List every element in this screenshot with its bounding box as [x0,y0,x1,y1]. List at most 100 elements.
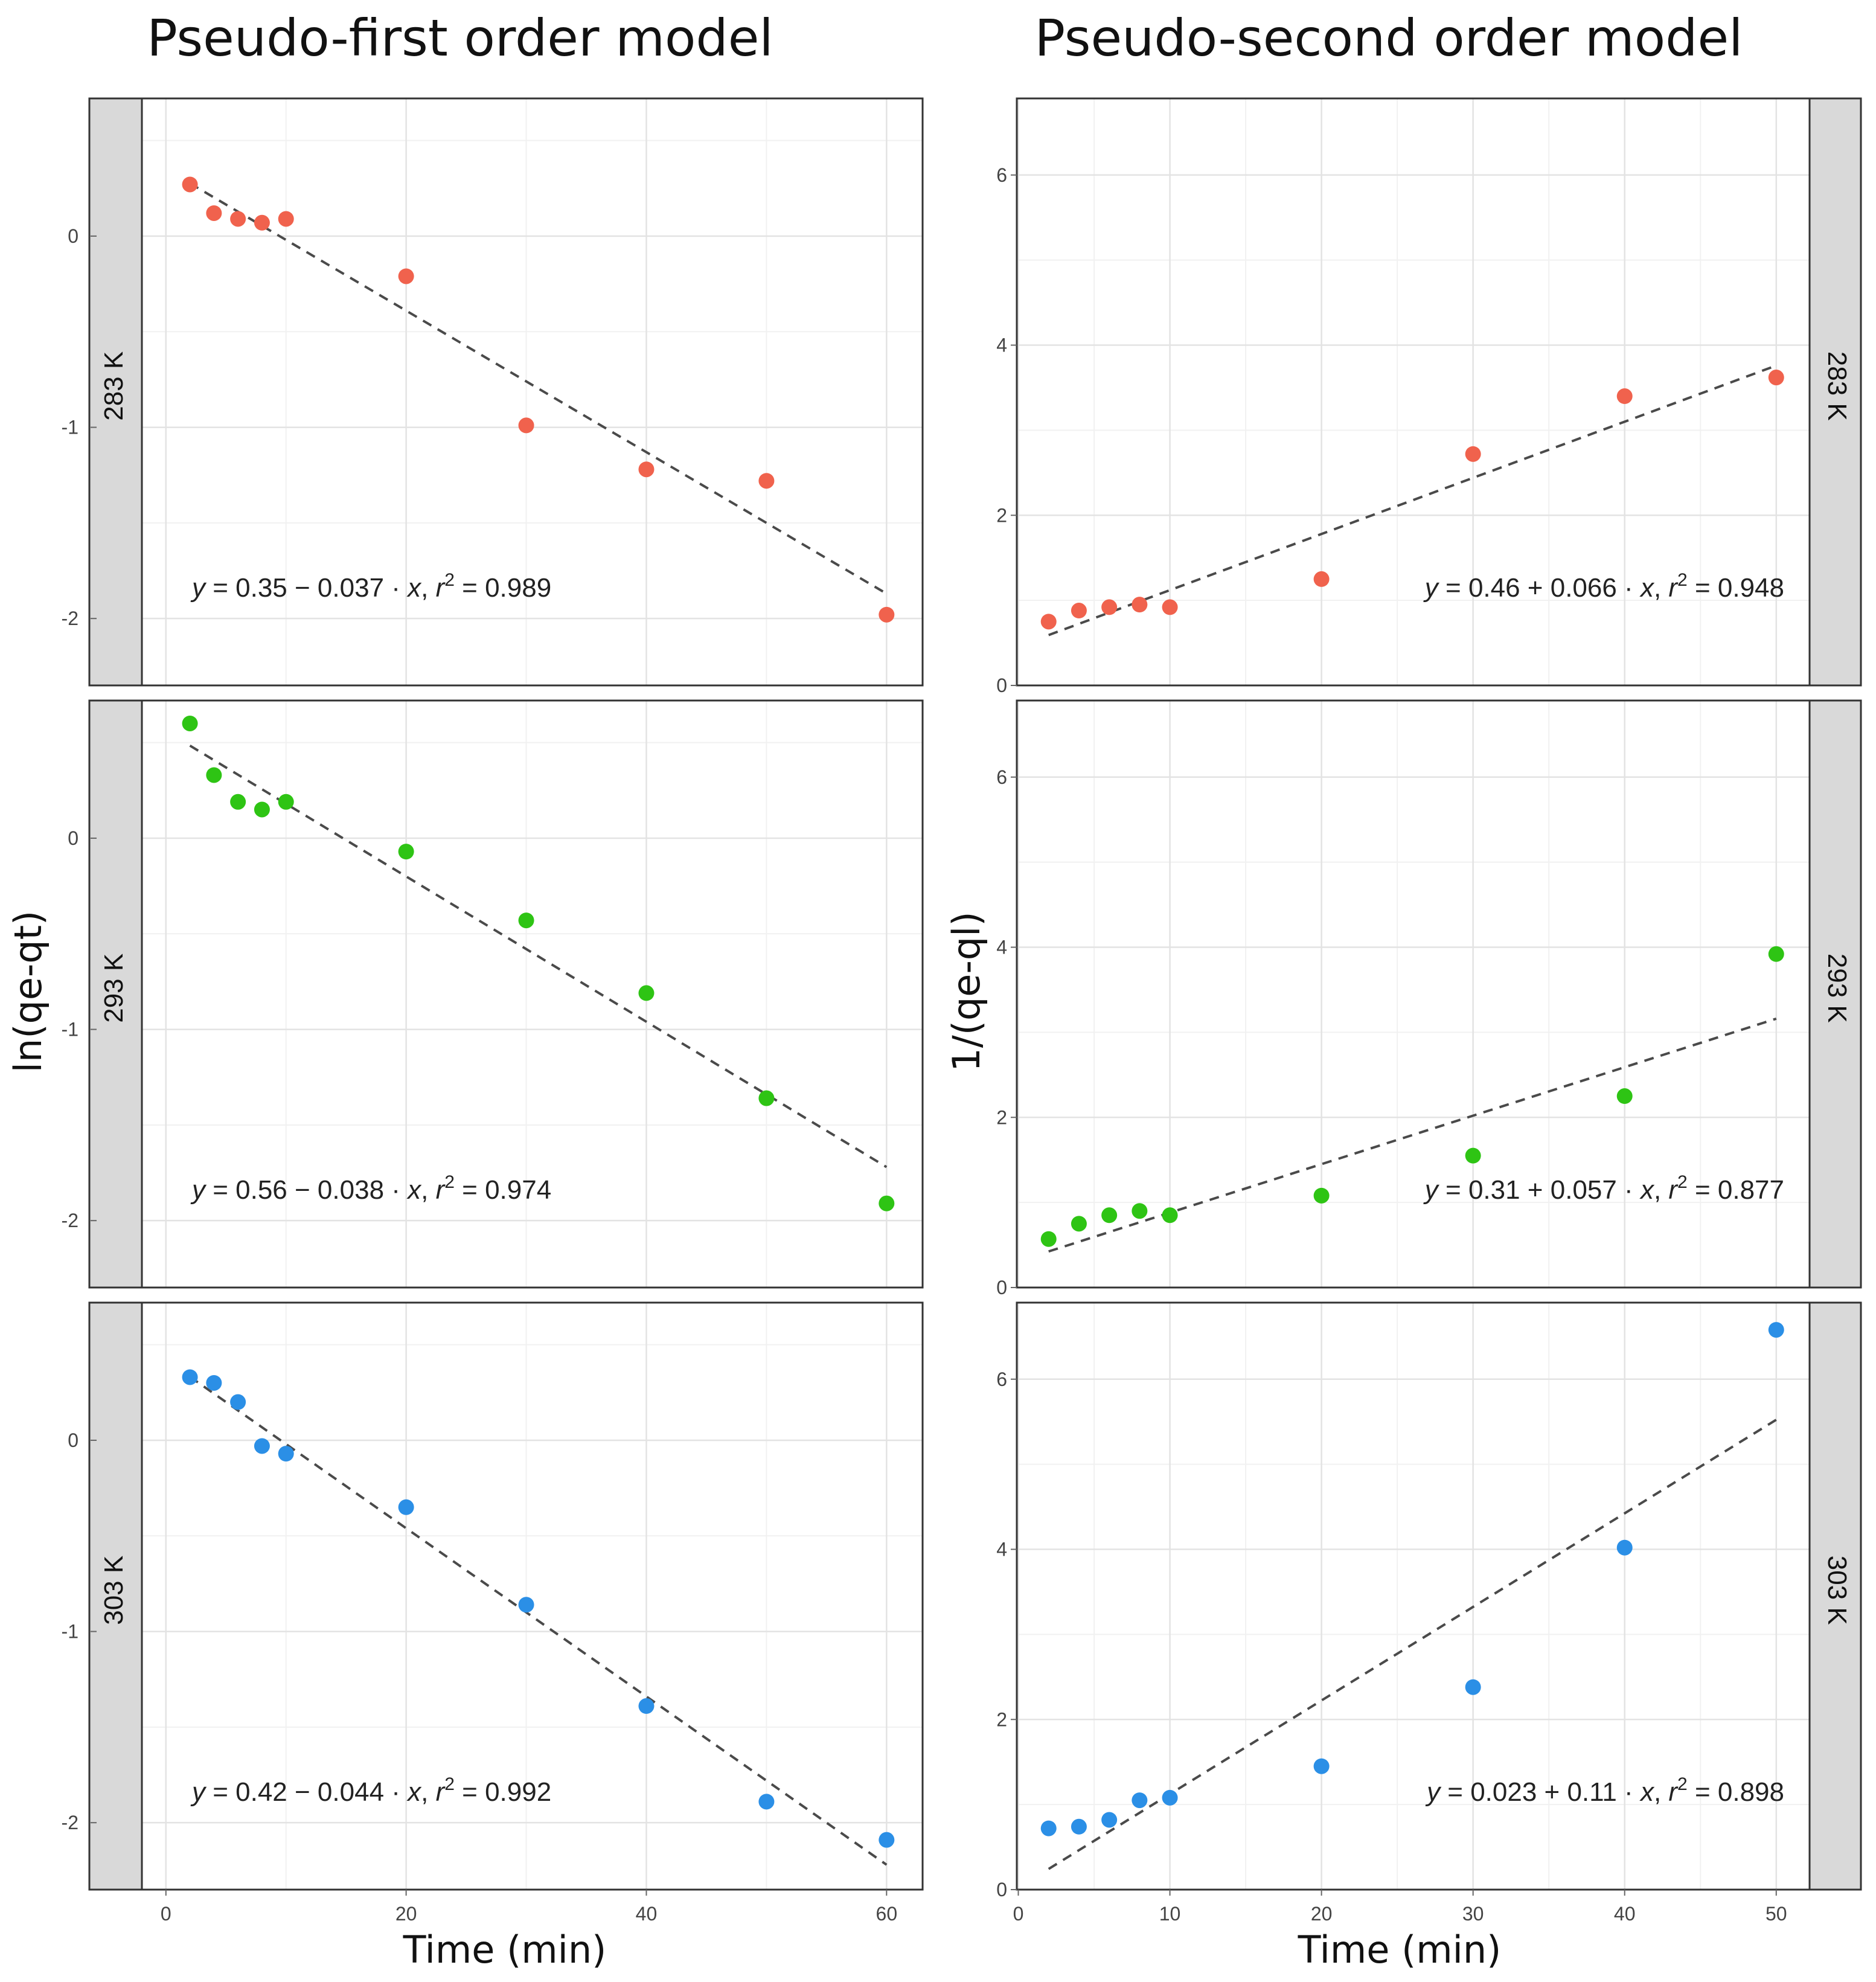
data-point [518,417,534,434]
data-point [1071,603,1087,619]
eq-y: y [190,573,207,603]
eq-r2: = 0.877 [1688,1175,1784,1205]
panel-pso-303: 303 K 0 2 4 6 0 10 20 30 40 50 y = 0.023 + 0.11 · x… [996,1301,1862,1925]
data-point [1465,1147,1481,1164]
plot-area [1017,701,1810,1288]
eq-x: x [1639,1777,1655,1807]
eq-sep: , [421,573,435,603]
y-tick-label: 4 [996,937,1007,958]
x-tick-label: 20 [1311,1903,1333,1925]
data-point [206,205,222,221]
facet-strip-label: 283 K [99,351,129,421]
data-point [1040,1820,1057,1836]
left-x-axis-title: Time (min) [403,1928,607,1972]
facet-strip-label: 303 K [99,1556,129,1625]
facet-strip [88,97,143,687]
y-tick-label: 6 [996,766,1007,788]
data-point [518,1597,534,1613]
y-tick-label: -2 [62,1812,78,1833]
data-point [1313,571,1330,587]
facet-strip-label: 283 K [1822,351,1852,421]
eq-r: r [436,1777,446,1807]
data-point [638,461,655,478]
eq-exp: 2 [444,570,455,590]
eq-r2: = 0.898 [1688,1777,1784,1807]
facet-strip [1808,1301,1862,1891]
y-tick-label: -1 [62,1621,78,1643]
data-point [1132,1792,1148,1809]
eq-sep: , [421,1175,435,1205]
y-tick-label: -1 [62,417,78,438]
right-y-axis-title: 1/(qe-ql) [944,911,988,1071]
eq-exp: 2 [1677,1774,1688,1794]
eq-y: y [1423,1175,1440,1205]
eq-x: x [406,1175,422,1205]
data-point [1162,1207,1178,1224]
data-point [1313,1187,1330,1204]
x-tick-label: 40 [636,1903,658,1925]
fit-line [189,1376,888,1866]
y-tick-label: 0 [68,1429,78,1451]
data-point [1768,1322,1784,1338]
eq-body: = 0.31 + 0.057 · [1438,1175,1641,1205]
data-point [1101,599,1118,615]
eq-r: r [1668,573,1679,603]
y-tick-label: 2 [996,1106,1007,1128]
y-tick-label: 6 [996,164,1007,186]
data-point [1616,1088,1633,1105]
eq-r2: = 0.989 [455,573,551,603]
data-point [254,214,270,231]
eq-r: r [1668,1175,1679,1205]
data-point [1040,614,1057,630]
plot-area [142,1303,923,1890]
plot-area [142,701,923,1288]
facet-strip [88,1301,143,1891]
y-tick-label: 0 [996,675,1007,696]
data-point [1162,599,1178,615]
panel-pfo-303: 303 K 0 -1 -2 0 20 40 60 y = 0.42 − 0.044 · x, r… [62,1301,924,1925]
x-tick-label: 20 [395,1903,417,1925]
eq-exp: 2 [1677,1172,1688,1192]
data-point [1162,1789,1178,1806]
data-point [518,912,534,929]
y-tick-label: 2 [996,504,1007,526]
regression-equation: y = 0.31 + 0.057 · x, r2 = 0.877 [1423,1172,1784,1205]
data-point [879,1195,895,1211]
eq-exp: 2 [444,1172,455,1192]
y-tick-label: -2 [62,608,78,629]
data-point [1071,1818,1087,1835]
data-point [638,985,655,1001]
data-point [398,1499,414,1515]
eq-x: x [1639,573,1655,603]
eq-sep: , [1654,1777,1668,1807]
facet-strip-label: 293 K [1822,954,1852,1023]
data-point [182,715,198,731]
facet-strip [88,699,143,1289]
data-point [1768,946,1784,962]
data-point [206,767,222,783]
data-point [278,1446,294,1462]
data-point [230,211,246,227]
regression-equation: y = 0.023 + 0.11 · x, r2 = 0.898 [1425,1774,1784,1807]
data-point [230,794,246,810]
data-point [879,1832,895,1848]
data-point [182,1369,198,1385]
data-point [1768,370,1784,386]
left-y-axis-title: ln(qe-qt) [6,911,50,1073]
eq-body: = 0.56 − 0.038 · [205,1175,408,1205]
facet-strip [1808,699,1862,1289]
y-tick-label: -1 [62,1019,78,1041]
regression-equation: y = 0.35 − 0.037 · x, r2 = 0.989 [190,570,551,603]
eq-r2: = 0.974 [455,1175,551,1205]
y-tick-label: 0 [996,1879,1007,1900]
y-tick-label: 0 [68,827,78,849]
eq-x: x [1639,1175,1655,1205]
regression-equation: y = 0.42 − 0.044 · x, r2 = 0.992 [190,1774,551,1807]
right-column-title: Pseudo-second order model [1035,8,1743,68]
data-point [1465,1679,1481,1695]
eq-y: y [1423,573,1440,603]
data-point [1465,446,1481,462]
data-point [1313,1758,1330,1774]
data-point [758,473,775,489]
